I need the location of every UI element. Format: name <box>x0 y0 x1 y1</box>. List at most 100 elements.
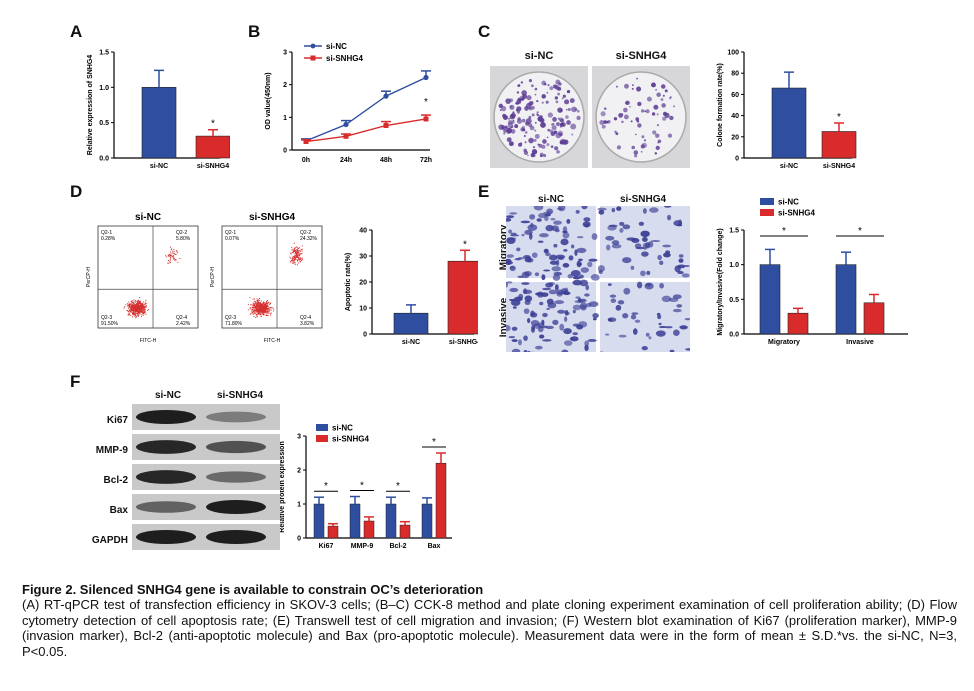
quadrant-value: 71.80% <box>225 321 243 327</box>
event-dot <box>172 258 174 260</box>
colony <box>528 115 532 119</box>
event-dot <box>270 313 272 315</box>
legend-label: si-NC <box>326 42 347 51</box>
stained-cell <box>544 215 549 222</box>
stained-cell <box>611 244 622 249</box>
event-dot <box>290 257 292 259</box>
event-dot <box>254 309 256 311</box>
event-dot <box>135 305 137 307</box>
event-dot <box>266 314 268 316</box>
event-dot <box>255 308 257 310</box>
event-dot <box>256 307 258 309</box>
event-dot <box>128 310 130 312</box>
colony <box>655 145 660 151</box>
event-dot <box>138 308 140 310</box>
blot-row-bax: Bax <box>109 505 128 516</box>
event-dot <box>137 303 139 305</box>
event-dot <box>139 307 141 309</box>
event-dot <box>138 311 140 313</box>
event-dot <box>256 308 258 310</box>
event-dot <box>296 253 298 255</box>
event-dot <box>135 317 137 319</box>
stained-cell <box>590 274 600 281</box>
event-dot <box>296 255 298 257</box>
event-dot <box>136 306 138 308</box>
event-dot <box>301 252 303 254</box>
event-dot <box>176 252 178 254</box>
y-tick-label: 20 <box>731 134 739 141</box>
flow-plot-frame <box>221 225 323 329</box>
event-dot <box>141 302 143 304</box>
event-dot <box>260 313 262 315</box>
event-dot <box>267 302 269 304</box>
event-dot <box>129 304 131 306</box>
event-dot <box>259 313 261 315</box>
event-dot <box>256 303 258 305</box>
event-dot <box>269 307 271 309</box>
event-dot <box>264 309 266 311</box>
bar-MMP-9-si-SNHG4 <box>363 520 375 539</box>
event-dot <box>257 309 259 311</box>
stained-cell <box>588 301 599 307</box>
colony <box>541 144 546 149</box>
event-dot <box>296 252 298 254</box>
event-dot <box>134 313 136 315</box>
stained-cell <box>554 300 565 305</box>
event-dot <box>266 315 268 317</box>
y-axis-title: Migratory/Invasive(Fold change) <box>717 228 724 335</box>
colony <box>557 117 560 120</box>
blot-bands <box>132 404 280 550</box>
event-dot <box>132 309 134 311</box>
event-dot <box>299 253 301 255</box>
legend-label: si-SNHG4 <box>778 209 815 218</box>
event-dot <box>133 315 135 317</box>
event-dot <box>257 305 259 307</box>
stained-cell <box>530 310 535 317</box>
panel-d-bar-chart: 0 10 20 30 40 Apoptotic rate(%) si-NC si-SNHG4 * <box>345 228 478 346</box>
event-dot <box>256 314 258 316</box>
event-dot <box>166 256 168 258</box>
colony <box>534 133 540 139</box>
event-dot <box>134 304 136 306</box>
y-tick-label: 2 <box>297 468 301 475</box>
stained-cell <box>506 215 515 219</box>
event-dot <box>249 307 251 309</box>
event-dot <box>142 305 144 307</box>
event-dot <box>257 299 259 301</box>
event-dot <box>142 314 144 316</box>
stained-cell <box>572 332 578 336</box>
stained-cell <box>581 206 588 210</box>
event-dot <box>293 242 295 244</box>
colony <box>521 118 526 123</box>
event-dot <box>137 300 139 302</box>
event-dot <box>138 306 140 308</box>
event-dot <box>298 250 300 252</box>
flow-title: si-NC <box>135 212 161 223</box>
stained-cell <box>524 299 531 306</box>
event-dot <box>264 310 266 312</box>
event-dot <box>142 306 144 308</box>
event-dot <box>297 247 299 249</box>
x-tick-label: 48h <box>380 157 392 164</box>
colony <box>531 113 535 117</box>
blot-row-bcl2: Bcl-2 <box>103 475 128 486</box>
event-dot <box>141 311 143 313</box>
event-dot <box>294 247 296 249</box>
colony <box>625 100 630 106</box>
event-dot <box>267 311 269 313</box>
event-dot <box>145 299 147 301</box>
event-dot <box>168 260 170 262</box>
event-dot <box>254 298 256 300</box>
y-tick-label: 1.0 <box>99 85 109 92</box>
stained-cell <box>572 304 581 311</box>
stained-cell <box>677 271 684 275</box>
bar-si-NC <box>771 87 807 159</box>
stained-cell <box>638 221 645 226</box>
event-dot <box>292 256 294 258</box>
event-dot <box>300 249 302 251</box>
y-tick-label: 2 <box>283 82 287 89</box>
event-dot <box>262 305 264 307</box>
event-dot <box>252 311 254 313</box>
event-dot <box>144 307 146 309</box>
